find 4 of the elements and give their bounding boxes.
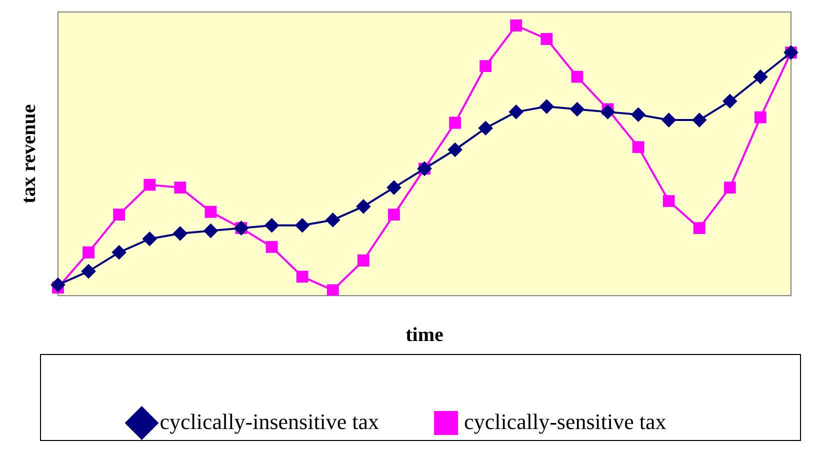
legend-label: cyclically-sensitive tax bbox=[464, 408, 666, 434]
legend-label: cyclically-insensitive tax bbox=[160, 408, 380, 434]
y-axis-title: tax revenue bbox=[18, 104, 40, 204]
x-axis-title: time bbox=[406, 324, 444, 346]
